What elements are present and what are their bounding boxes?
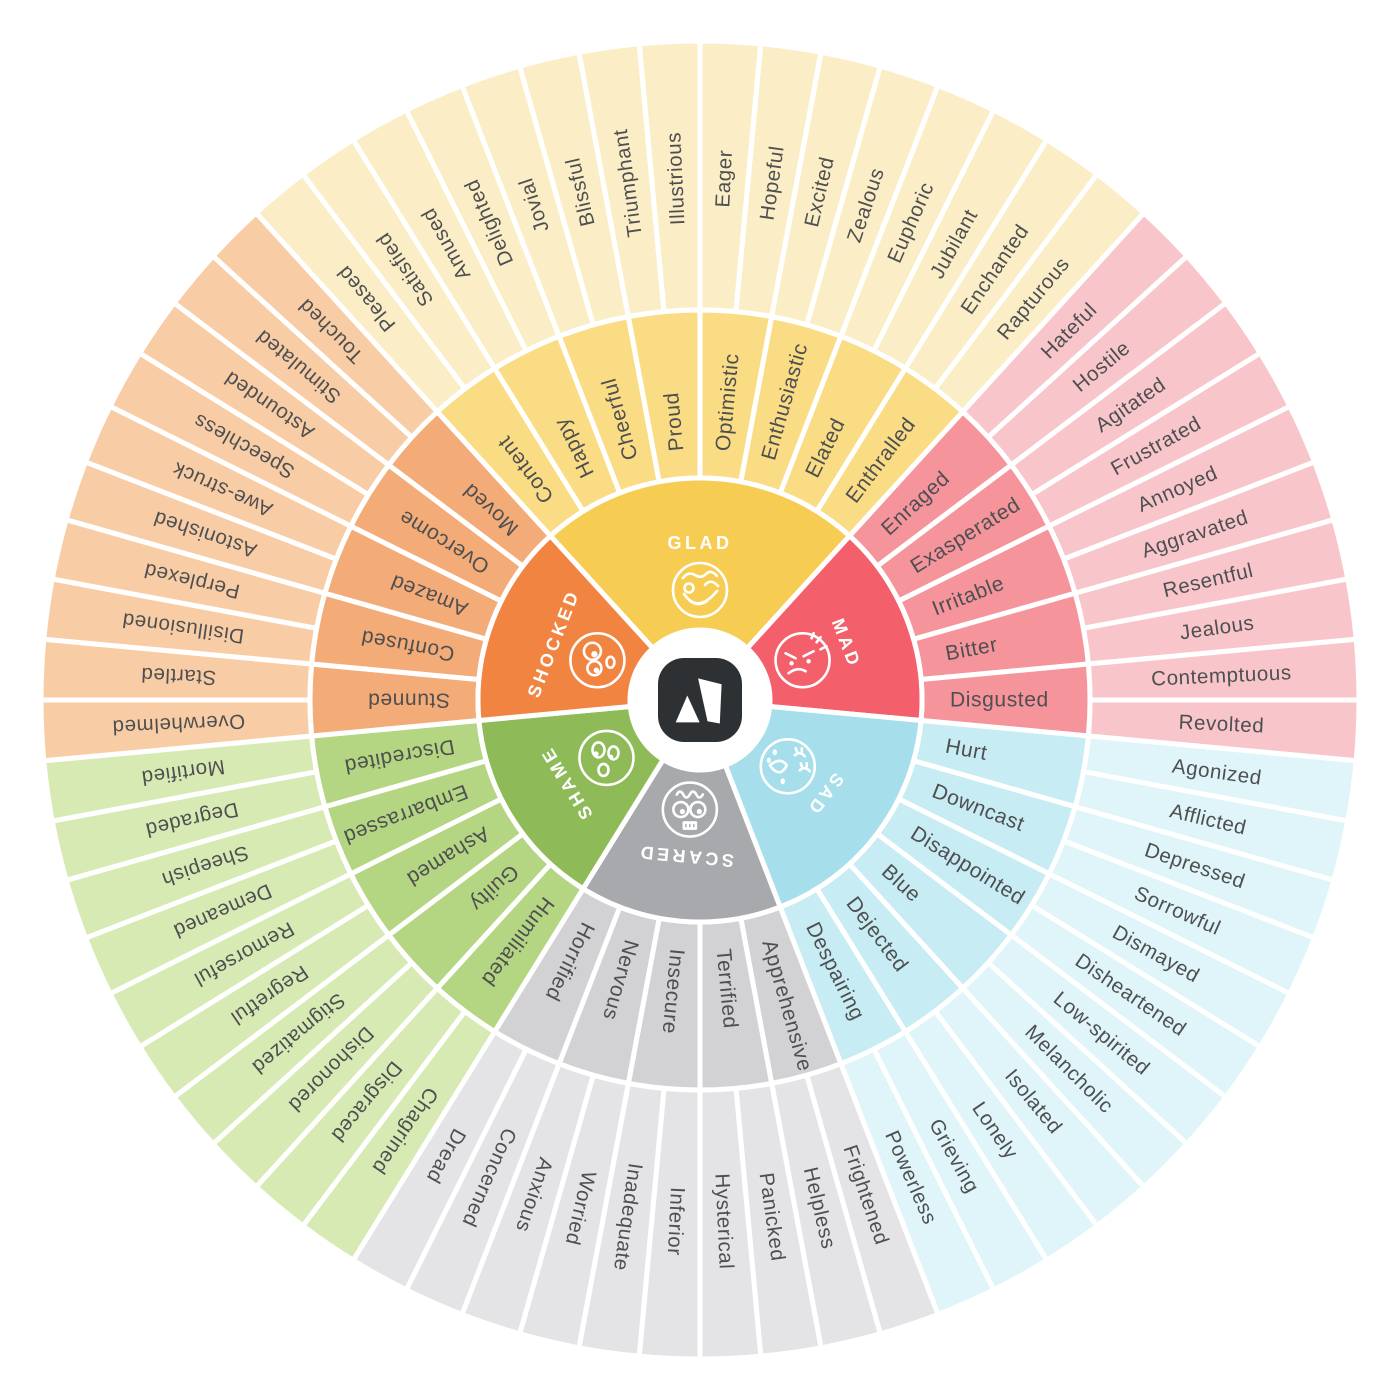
tertiary-label-illustrious: Illustrious (662, 131, 689, 225)
sector-mad: HatefulHostileAgitatedFrustratedAnnoyedA… (744, 210, 1362, 764)
shocked-staring-face-icon (569, 631, 626, 689)
secondary-label-proud: Proud (660, 391, 688, 452)
secondary-label-stunned: Stunned (368, 689, 450, 712)
a-mark-logo (658, 658, 742, 742)
mad-angry-face-icon (774, 631, 831, 689)
logo-slash-stroke (698, 678, 722, 724)
sector-scared: FrightenedHelplessPanickedHystericalInfe… (350, 757, 941, 1362)
logo-rounded-square (658, 658, 742, 742)
tertiary-label-revolted: Revolted (1178, 711, 1265, 738)
tertiary-label-startled: Startled (140, 663, 216, 689)
logo-triangle-stroke (675, 695, 700, 723)
sector-shame: ChagrinedDisgracedDishonoredStigmatizedR… (41, 703, 666, 1263)
tertiary-label-eager: Eager (711, 149, 737, 208)
secondary-label-disgusted: Disgusted (950, 689, 1049, 712)
glad-winking-face-icon (671, 561, 729, 619)
shame-averted-eyes-face-icon (578, 729, 635, 787)
sad-crying-face-icon (759, 737, 817, 795)
sector-shocked: OverwhelmedStartledDisillusionedPerplexe… (38, 210, 656, 764)
tertiary-label-inferior: Inferior (663, 1187, 689, 1257)
scared-wide-eyes-face-icon (661, 781, 719, 838)
tertiary-label-hysterical: Hysterical (710, 1173, 737, 1270)
sector-sad: AgonizedAfflictedDepressedSorrowfulDisma… (722, 703, 1359, 1317)
core-label-glad: GLAD (668, 533, 733, 553)
